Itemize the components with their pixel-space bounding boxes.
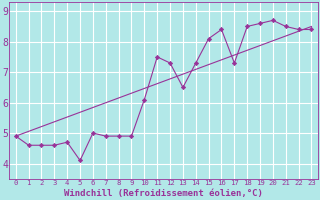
X-axis label: Windchill (Refroidissement éolien,°C): Windchill (Refroidissement éolien,°C) bbox=[64, 189, 263, 198]
